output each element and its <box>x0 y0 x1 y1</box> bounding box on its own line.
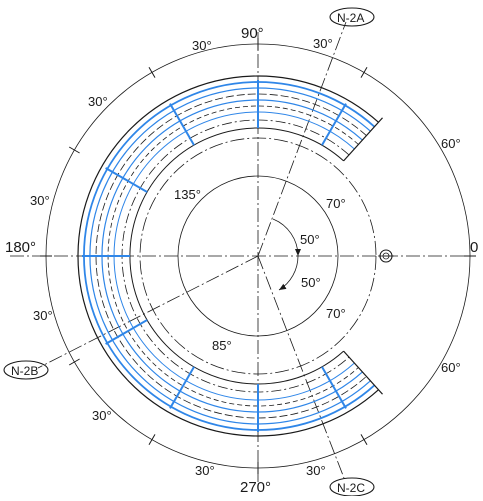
section-tag-n2a: N-2A <box>329 7 375 27</box>
angle-label: 30° <box>313 36 333 51</box>
dimension-tick <box>360 66 368 78</box>
section-line-n2a <box>257 21 347 257</box>
vessel-outer-shell <box>77 75 379 437</box>
vessel-end-cap-lower <box>343 350 383 395</box>
center-lines <box>10 21 472 482</box>
angle-arc-50-lower <box>278 255 299 291</box>
angle-label: 30° <box>30 193 50 208</box>
axis-label-180: 180° <box>5 239 36 256</box>
section-line-n2c <box>257 255 345 479</box>
nozzle-0 <box>378 249 394 263</box>
inner-bolt-circle <box>139 137 377 375</box>
dimension-tick <box>148 66 156 78</box>
dimension-tick <box>68 146 80 154</box>
vessel-rib <box>169 366 195 409</box>
angle-label: 50° <box>300 232 320 247</box>
vessel-end-cap-upper <box>343 117 383 162</box>
angle-label: 60° <box>441 360 461 375</box>
svg-text:N-2B: N-2B <box>11 364 38 378</box>
vessel-rib <box>321 366 347 409</box>
angle-label: 60° <box>441 136 461 151</box>
section-line-n2b <box>37 255 259 369</box>
angle-arc-50-upper <box>272 218 301 257</box>
angle-label: 70° <box>326 196 346 211</box>
dimension-tick <box>148 434 156 446</box>
angle-label: 30° <box>88 94 108 109</box>
angle-label: 30° <box>195 463 215 478</box>
angle-label: 30° <box>92 408 112 423</box>
vessel-rib <box>105 167 148 193</box>
dimension-tick <box>360 434 368 446</box>
vessel-inner-shell <box>129 127 344 385</box>
angle-label: 30° <box>192 38 212 53</box>
angle-label: 30° <box>306 463 326 478</box>
angle-label: 85° <box>212 338 232 353</box>
svg-text:N-2A: N-2A <box>337 11 364 25</box>
section-tag-n2c: N-2C <box>329 477 375 497</box>
angle-label: 70° <box>326 306 346 321</box>
vessel-rib <box>169 103 195 146</box>
vessel-layer-dashed <box>95 93 367 419</box>
section-tag-n2b: N-2B <box>3 360 49 380</box>
axis-label-90: 90° <box>241 25 264 42</box>
inner-reference-circle <box>177 175 339 337</box>
axis-label-0: 0 <box>470 239 478 256</box>
svg-text:N-2C: N-2C <box>337 481 365 495</box>
angle-label: 30° <box>33 308 53 323</box>
dimension-tick <box>68 358 80 366</box>
angle-label: 135° <box>174 187 201 202</box>
angle-label: 50° <box>301 275 321 290</box>
vessel-rib <box>105 319 148 345</box>
vessel-body <box>40 38 476 474</box>
vessel-rib <box>321 103 347 146</box>
axis-label-270: 270° <box>240 479 271 496</box>
